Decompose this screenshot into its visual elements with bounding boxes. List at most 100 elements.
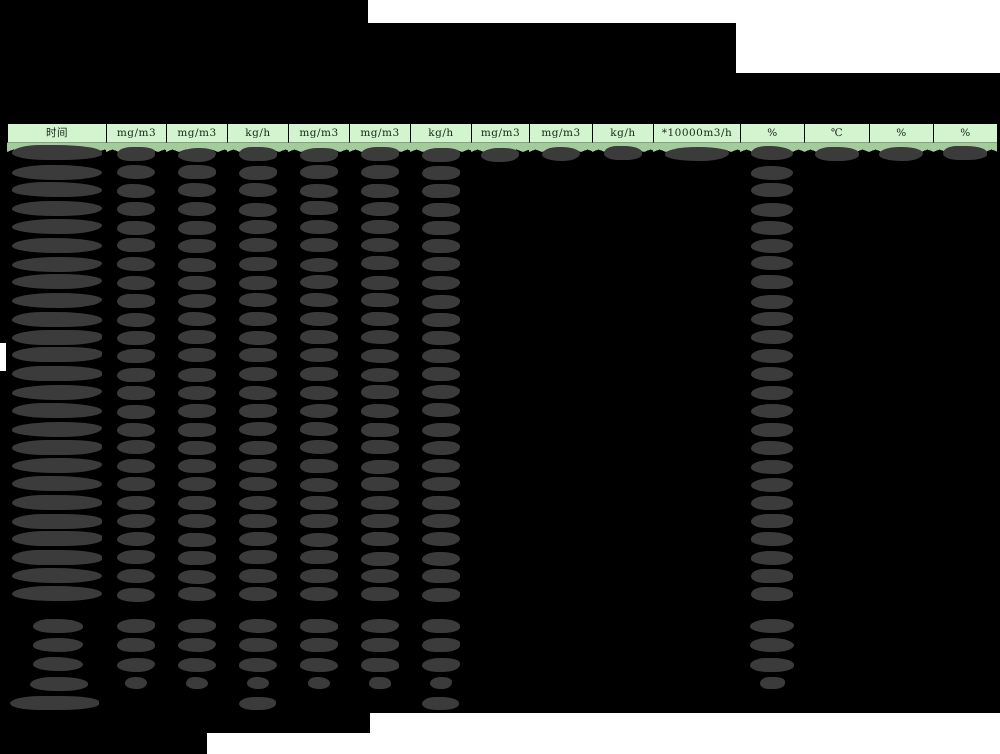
redacted-value-blob [117,532,155,547]
redacted-value-blob [238,293,277,308]
redacted-value-blob [360,422,399,437]
redacted-value-blob [360,403,399,418]
redacted-value-blob [117,550,155,565]
redacted-value-blob [117,275,155,290]
column-header-7: mg/m3 [471,124,529,143]
redacted-value-blob [360,275,399,290]
redacted-value-blob [421,257,460,272]
redacted-value-blob [238,458,277,473]
redacted-value-blob [177,147,216,162]
redacted-value-blob [238,531,277,546]
redacted-value-blob [117,330,155,345]
redacted-value-blob [299,477,338,492]
redacted-value-blob [751,165,793,180]
column-header-4: mg/m3 [288,124,349,143]
redacted-value-blob [238,403,277,418]
redacted-value-blob [299,238,338,253]
redacted-value-blob [238,146,277,161]
redacted-time-blob [12,513,102,529]
column-header-3: kg/h [227,124,288,143]
redacted-value-blob [238,256,277,271]
redacted-value-blob [299,513,338,528]
redacted-value-blob [299,568,338,583]
column-header-10: *10000m3/h [653,124,740,143]
redacted-value-blob [421,367,460,382]
redacted-value-blob [360,293,399,308]
redacted-value-blob [360,384,399,399]
redacted-value-blob [177,183,216,198]
redacted-time-blob [12,274,102,289]
redacted-value-blob [177,312,216,327]
redacted-time-blob [12,531,102,546]
redacted-value-blob [421,239,460,254]
redacted-value-blob [299,550,338,565]
redacted-value-blob [299,657,338,672]
redacted-time-blob [12,347,102,363]
column-header-label: mg/m3 [299,126,339,139]
redacted-value-blob [751,348,793,363]
redacted-time-blob [12,549,102,565]
redacted-value-blob [238,331,277,346]
redacted-value-blob [177,329,216,344]
redacted-value-blob [360,513,399,528]
column-header-label: mg/m3 [177,126,217,139]
redacted-value-blob [421,147,460,162]
redacted-value-blob [117,495,155,510]
redacted-value-blob [299,312,338,327]
redacted-value-blob [238,165,277,180]
column-header-11: % [740,124,804,143]
redacted-value-blob [360,440,399,455]
redacted-value-blob [751,403,793,418]
redacted-value-blob [421,221,460,236]
redacted-value-blob [421,619,460,633]
redacted-value-blob [246,677,269,690]
redacted-value-blob [117,638,155,653]
redacted-value-blob [751,587,793,602]
redacted-time-blob [12,330,102,346]
redacted-value-blob [117,256,155,271]
redacted-value-blob [421,638,460,653]
redacted-value-blob [360,587,399,602]
redacted-value-blob [238,477,277,492]
redacted-value-blob [177,440,216,455]
column-header-label: % [960,126,971,139]
redacted-value-blob [299,386,338,401]
redacted-value-blob [177,238,216,253]
redacted-value-blob [177,619,216,633]
redacted-value-blob [125,677,147,690]
redacted-time-blob [12,586,102,602]
redacted-value-blob [238,385,277,400]
redacted-value-blob [750,619,794,633]
column-header-label: ℃ [830,126,844,139]
redacted-value-blob [177,276,216,291]
redacted-summary-label-blob [33,618,83,633]
redacted-value-blob [238,202,277,217]
redacted-value-blob [751,459,793,474]
redacted-summary-label-blob [30,676,88,691]
redacted-value-blob [360,238,399,253]
redacted-value-blob [177,551,216,566]
redacted-value-blob [238,569,277,584]
redacted-value-blob [177,657,216,672]
redacted-value-blob [117,458,155,473]
redacted-value-blob [238,276,277,291]
redacted-time-blob [12,311,102,327]
redacted-value-blob [360,569,399,584]
redacted-value-blob [360,164,399,179]
redacted-time-blob [12,200,102,216]
redacted-value-blob [307,677,330,690]
redacted-value-blob [879,147,923,162]
redacted-value-blob [117,385,155,400]
redacted-value-blob [421,441,460,456]
redacted-value-blob [751,329,793,344]
redacted-value-blob [664,147,729,162]
redacted-value-blob [117,440,155,455]
redacted-value-blob [299,440,338,455]
redacted-value-blob [360,367,399,382]
redacted-time-blob [12,292,102,308]
redacted-value-blob [360,551,399,566]
page-white-gap [0,343,6,371]
redacted-time-blob [12,458,102,474]
redacted-value-blob [421,569,460,584]
